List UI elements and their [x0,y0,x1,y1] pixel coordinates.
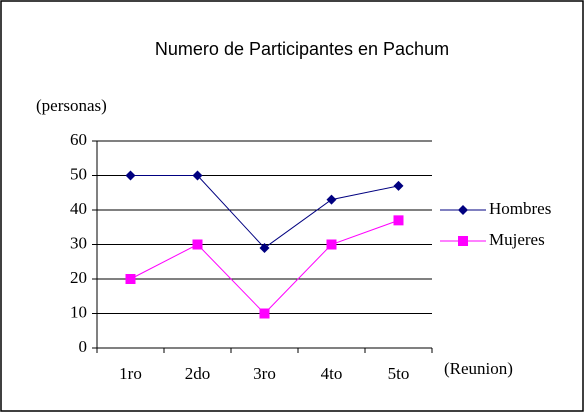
x-tick-label: 4to [321,364,343,383]
marker [259,308,270,319]
legend: Hombres Mujeres [440,199,551,249]
y-tick-label: 0 [79,337,88,356]
y-tick-label: 40 [70,199,87,218]
x-tick-label: 1ro [119,364,142,383]
x-tick-label: 5to [388,364,410,383]
x-tick-label: 2do [185,364,211,383]
y-tick-label: 20 [70,268,87,287]
x-axis-label: (Reunion) [444,359,513,378]
x-tick-label: 3ro [253,364,276,383]
marker [326,194,337,205]
marker [125,274,136,284]
marker [458,205,468,215]
marker [259,242,270,253]
marker [393,215,404,226]
marker [192,170,203,181]
marker [125,170,136,181]
marker [393,180,404,191]
y-axis-label: (personas) [36,96,107,115]
legend-label: Hombres [489,199,551,218]
y-tick-label: 60 [70,130,87,149]
chart-title: Numero de Participantes en Pachum [155,39,449,59]
y-tick-label: 10 [70,302,87,321]
legend-label: Mujeres [489,230,545,249]
marker [192,239,203,250]
marker [458,236,468,246]
marker [326,239,337,250]
y-tick-label: 30 [70,233,87,252]
y-tick-label: 50 [70,164,87,183]
